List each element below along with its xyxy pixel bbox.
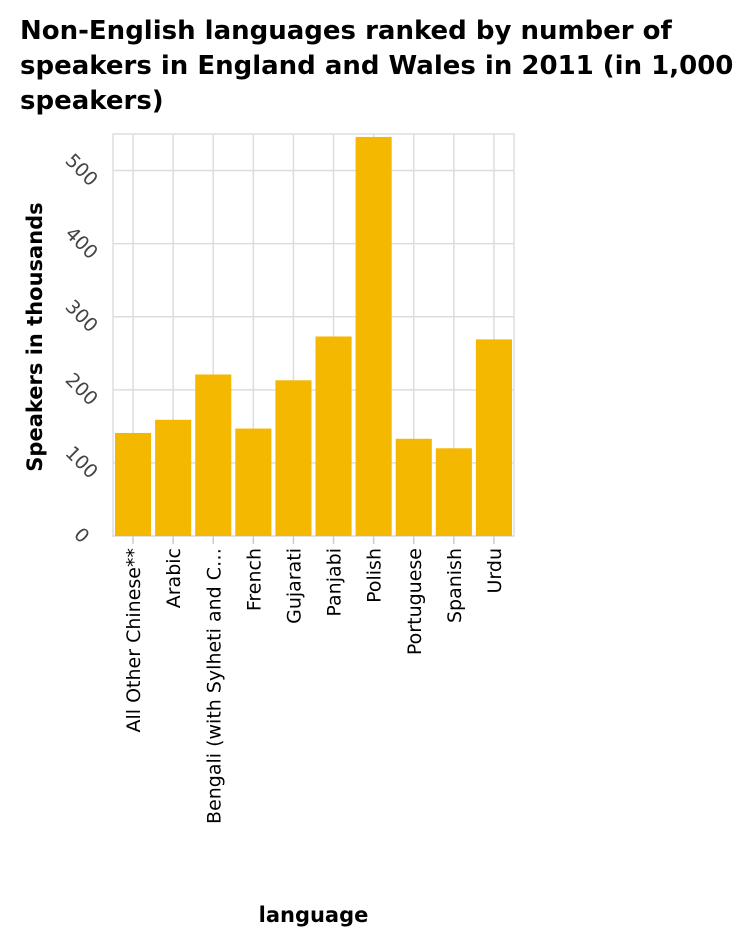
bar — [475, 339, 512, 536]
x-tick-label: All Other Chinese** — [123, 548, 145, 733]
x-axis-label: language — [259, 903, 369, 927]
bar — [395, 438, 432, 536]
chart-title: Non-English languages ranked by number o… — [20, 16, 734, 116]
y-tick-label: 300 — [61, 296, 102, 337]
bar — [315, 336, 352, 536]
y-tick-label: 200 — [61, 369, 102, 410]
x-tick-label: Arabic — [163, 548, 185, 608]
bar — [155, 419, 192, 536]
y-tick-label: 0 — [69, 524, 93, 548]
x-tick-label: Bengali (with Sylheti and C… — [203, 548, 225, 824]
x-tick-label: Spanish — [444, 548, 466, 623]
bar — [195, 374, 232, 536]
x-tick-label: Urdu — [484, 548, 506, 594]
y-tick-label: 400 — [61, 223, 102, 264]
bar — [235, 428, 272, 536]
x-tick-label: Portuguese — [404, 548, 426, 655]
y-tick-label: 100 — [61, 442, 102, 483]
x-tick-labels: All Other Chinese** Arabic Bengali (with S… — [123, 536, 506, 824]
x-tick-label: French — [243, 548, 265, 611]
x-tick-label: Panjabi — [324, 548, 346, 617]
bar — [435, 448, 472, 536]
x-tick-label: Polish — [364, 548, 386, 603]
bars — [115, 136, 512, 536]
bar — [355, 136, 392, 536]
y-axis-label: Speakers in thousands — [23, 202, 47, 471]
y-tick-labels: 0 100 200 300 400 500 — [61, 150, 102, 548]
y-tick-label: 500 — [61, 150, 102, 191]
bar — [275, 380, 312, 536]
x-tick-label: Gujarati — [283, 548, 305, 624]
bar — [115, 432, 152, 536]
